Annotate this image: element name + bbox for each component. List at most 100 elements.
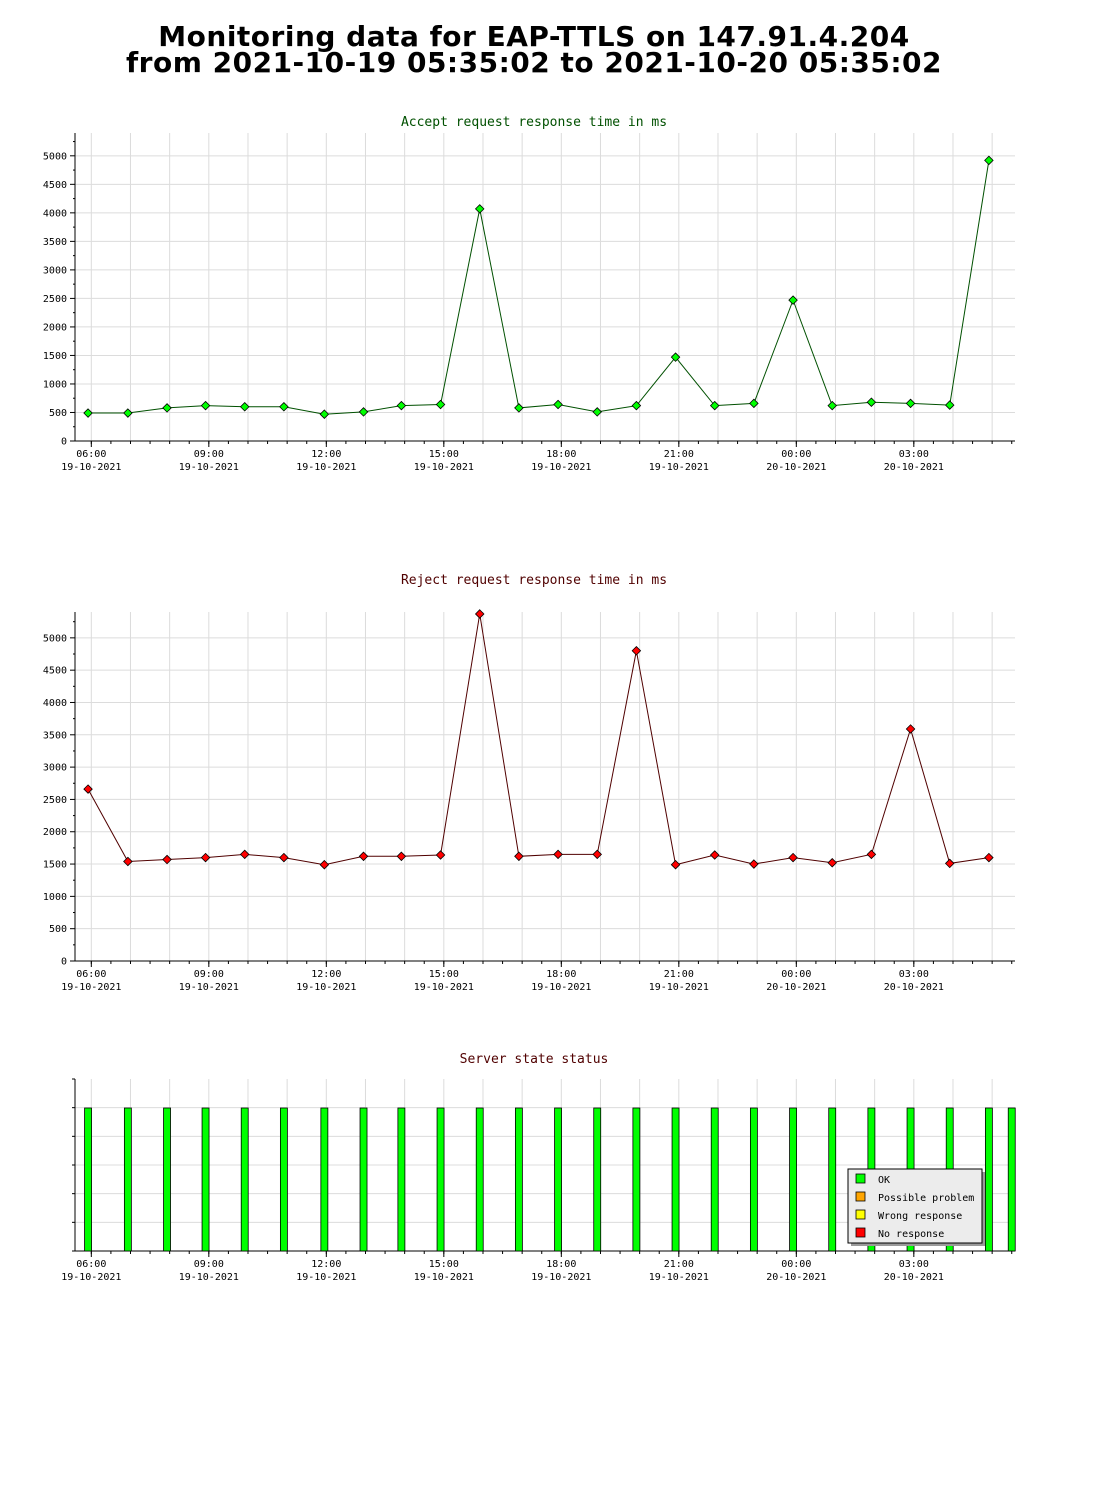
header-title-line1: Monitoring data for EAP-TTLS on 147.91.4… [158,20,910,53]
x-tick-label-time: 00:00 [781,969,811,980]
data-point-marker [592,407,602,417]
chart-title: Accept request response time in ms [401,115,667,130]
x-tick-label-date: 19-10-2021 [531,462,591,473]
data-point-marker [631,400,642,411]
data-point-marker [944,400,955,410]
data-point-marker [514,851,524,862]
y-tick-label: 500 [49,924,67,935]
legend-swatch [855,1209,866,1220]
data-point-marker [279,852,289,863]
legend-label: Wrong response [878,1211,962,1222]
x-tick-label-time: 09:00 [194,449,224,460]
data-point-marker [631,646,642,656]
y-tick-label: 2000 [43,322,67,333]
x-tick-label-date: 19-10-2021 [414,462,474,473]
x-tick-label-date: 19-10-2021 [531,982,591,993]
x-tick-label-date: 19-10-2021 [649,982,709,993]
status-bar [201,1107,210,1252]
x-tick-label-time: 15:00 [429,969,459,980]
x-tick-label-date: 19-10-2021 [179,982,239,993]
y-tick-label: 4500 [43,666,67,677]
x-tick-label-date: 19-10-2021 [649,462,709,473]
chart-title: Reject request response time in ms [401,573,667,588]
legend-label: No response [878,1229,944,1240]
y-tick-label: 5000 [43,151,67,162]
x-tick-label-time: 03:00 [899,969,929,980]
x-tick-label-time: 21:00 [664,1259,694,1270]
data-point-marker [944,858,955,869]
data-point-marker [162,403,172,413]
y-tick-label: 1000 [43,892,67,903]
x-tick-label-time: 12:00 [311,1259,341,1270]
data-point-marker [474,204,485,214]
data-point-marker [670,859,681,870]
x-tick-label-time: 00:00 [781,1259,811,1270]
chart-panel-2: Reject request response time in ms 06:00 1… [43,573,1015,993]
x-tick-label-time: 03:00 [899,449,929,460]
data-point-marker [749,398,759,409]
data-point-marker [162,854,172,865]
y-tick-label: 2000 [43,827,67,838]
data-point-marker [123,856,133,867]
data-point-marker [435,399,446,410]
x-tick-label-time: 12:00 [311,449,341,460]
x-tick-label-date: 19-10-2021 [179,462,239,473]
data-point-marker [866,849,877,860]
y-tick-label: 1500 [43,351,67,362]
x-tick-label-time: 06:00 [76,449,106,460]
x-tick-label-date: 20-10-2021 [766,982,826,993]
legend-label: Possible problem [878,1193,974,1204]
status-bar [554,1107,562,1252]
chart-panel-1: Accept request response time in ms 06:00 1… [43,115,1015,473]
x-tick-label-date: 19-10-2021 [179,1272,239,1283]
y-tick-label: 3000 [43,763,67,774]
x-tick-label-date: 20-10-2021 [766,462,826,473]
data-point-marker [670,352,681,362]
status-bar [593,1107,602,1252]
legend-swatch [855,1173,866,1184]
page-header: Monitoring data for EAP-TTLS on 147.91.4… [0,20,1068,79]
status-bar [749,1107,758,1252]
y-tick-label: 4000 [43,208,67,219]
data-point-marker [474,609,485,619]
status-bar [163,1107,171,1252]
legend-swatch [855,1227,866,1238]
data-point-marker [396,851,407,862]
x-tick-label-time: 06:00 [76,1259,106,1270]
y-tick-label: 1500 [43,860,67,871]
y-tick-label: 2500 [43,294,67,305]
y-tick-label: 3500 [43,237,67,248]
status-bar [475,1107,484,1252]
data-point-marker [553,399,563,410]
x-tick-label-time: 21:00 [664,449,694,460]
status-bar [436,1107,445,1252]
data-point-marker [83,408,93,418]
data-point-marker [709,850,720,860]
data-point-marker [279,402,289,412]
data-point-marker [514,403,524,413]
status-bar [279,1107,288,1252]
status-bar [632,1107,641,1252]
x-tick-label-date: 20-10-2021 [766,1272,826,1283]
status-bar [320,1107,329,1252]
x-tick-label-date: 19-10-2021 [61,982,121,993]
data-point-marker [788,852,798,863]
status-bar [789,1107,797,1252]
data-point-marker [435,850,446,860]
data-point-marker [358,407,369,417]
y-tick-label: 500 [49,408,67,419]
status-bar [123,1107,132,1252]
status-bar [984,1107,993,1252]
x-tick-label-date: 19-10-2021 [296,982,356,993]
data-point-marker [200,400,211,411]
status-bar [240,1107,249,1252]
data-point-marker [709,400,720,411]
data-point-marker [905,398,916,409]
series-line [87,613,989,866]
x-tick-label-time: 15:00 [429,449,459,460]
y-tick-label: 0 [61,437,67,448]
data-point-marker [866,397,877,407]
y-tick-label: 4500 [43,180,67,191]
legend-box [847,1168,983,1244]
header-title-line2: from 2021-10-19 05:35:02 to 2021-10-20 0… [125,46,943,79]
